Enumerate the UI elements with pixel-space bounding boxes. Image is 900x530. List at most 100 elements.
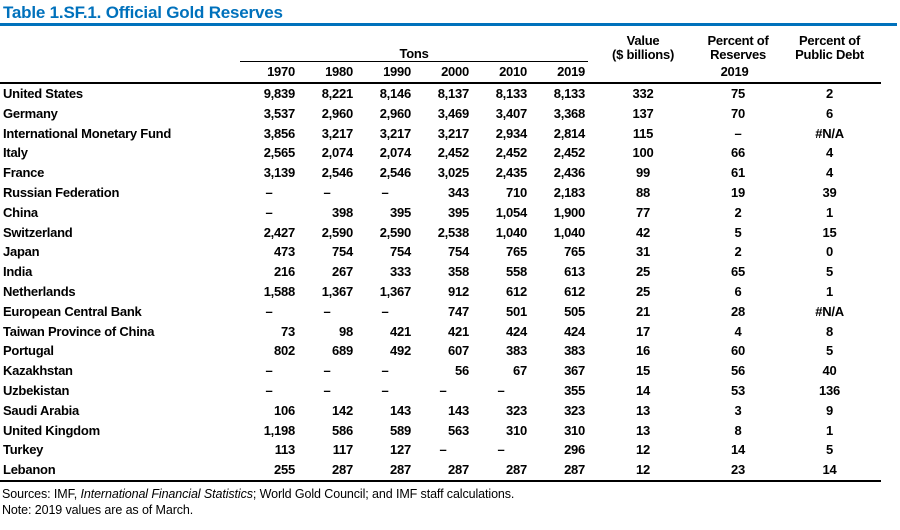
table-row: Russian Federation – – – 343 710 2,183 88 19 39 [0,183,881,203]
value-cell: – [323,303,331,319]
value-cell: 8 [826,323,834,339]
value-cell: – [265,363,273,379]
value-cell: 383 [506,343,527,359]
year-header-1970: 1970 [240,61,298,84]
value-cell: 2,436 [553,165,586,181]
value-cell: 100 [632,145,654,161]
value-cell: 8,137 [437,86,470,101]
value-cell: 2,565 [263,145,296,161]
value-cell: 5 [826,442,834,458]
row-label: Turkey [3,442,44,458]
value-cell: 1,054 [495,204,528,220]
value-cell: 40 [822,363,837,379]
percent-of-reserves-column-header: Percent of Reserves [698,28,778,62]
value-cell: 358 [448,264,469,280]
value-cell: 3,217 [321,125,354,141]
value-cell: 310 [564,422,586,438]
value-cell: 17 [636,323,651,339]
group-header-row: Tons Value ($ billions) Percent of Reserve… [0,28,881,62]
sources-suffix: ; World Gold Council; and IMF staff calc… [252,486,515,501]
table-row: Italy 2,565 2,074 2,074 2,452 2,452 2,452 100 66… [0,143,881,163]
table-row: Kazakhstan – – – 56 67 367 15 56 40 [0,361,881,381]
value-cell: 501 [506,303,527,319]
value-cell: 2,546 [321,165,354,181]
value-cell: 14 [636,382,651,398]
table-row: United States 9,839 8,221 8,146 8,137 8,133 8,… [0,83,881,104]
value-cell: 323 [564,402,586,418]
year-header-2010: 2010 [472,61,530,84]
value-cell: 2,590 [321,224,354,240]
value-cell: 56 [455,363,469,379]
value-cell: 492 [390,343,411,359]
row-label: United States [3,86,83,101]
value-cell: 323 [506,402,527,418]
value-cell: 754 [448,244,469,260]
value-cell: 1,900 [553,204,586,220]
row-label: Saudi Arabia [3,402,79,418]
value-cell: – [265,303,273,319]
percent-of-public-debt-column-header: Percent of Public Debt [778,28,881,62]
value-cell: 106 [274,402,295,418]
value-cell: 2,183 [553,184,586,200]
value-cell: 287 [298,460,356,482]
row-label: Germany [3,105,58,121]
table-row: Germany 3,537 2,960 2,960 3,469 3,407 3,368 137… [0,104,881,124]
table-row: China – 398 395 395 1,054 1,900 77 2 1 [0,203,881,223]
value-cell: 2,814 [553,125,586,141]
page-title: Table 1.SF.1. Official Gold Reserves [3,3,283,22]
value-cell: 9 [826,402,834,418]
value-cell: 39 [822,184,837,200]
value-header-line1: Value [626,32,660,48]
value-cell: 912 [448,283,469,299]
value-cell: 607 [448,343,469,359]
value-cell: 8,221 [321,86,354,101]
value-cell: 137 [632,105,654,121]
value-cell: 88 [636,184,651,200]
value-cell: – [265,382,273,398]
year-header-2000: 2000 [414,61,472,84]
row-label: Russian Federation [3,184,120,200]
pct-reserves-header-line2: Reserves [710,46,766,62]
value-cell: – [381,184,389,200]
value-cell: 355 [564,382,586,398]
value-cell: 589 [390,422,411,438]
value-cell: – [381,382,389,398]
table-row: Taiwan Province of China 73 98 421 421 424 424… [0,322,881,342]
value-cell: 287 [530,460,589,482]
value-cell: 398 [332,204,353,220]
value-cell: 3,368 [553,105,586,121]
value-cell: – [381,363,389,379]
row-label: Uzbekistan [3,382,70,398]
year-header-1980: 1980 [298,61,356,84]
year-header-1990: 1990 [356,61,414,84]
value-cell: 8,146 [379,86,412,101]
value-cell: 142 [332,402,353,418]
value-cell: 765 [564,244,586,260]
table-header: Tons Value ($ billions) Percent of Reserve… [0,28,882,84]
value-cell: 2 [734,244,742,260]
value-cell: 754 [390,244,411,260]
table-row: European Central Bank – – – 747 501 505 21 28 #N/… [0,302,881,322]
value-cell: 3,407 [495,105,528,121]
table-body: United States 9,839 8,221 8,146 8,137 8,133 8,… [0,83,882,482]
value-cell: 117 [332,442,353,458]
value-cell: 2,452 [553,145,586,161]
row-label: Japan [3,244,40,260]
value-cell: 1,198 [263,422,296,438]
value-cell: 747 [448,303,469,319]
sources-italic: International Financial Statistics [80,486,253,501]
name-column-spacer [0,61,240,84]
value-cell: 2,960 [379,105,412,121]
value-cell: 343 [448,184,469,200]
value-cell: 60 [731,343,746,359]
value-cell: 287 [414,460,472,482]
table-row: International Monetary Fund 3,856 3,217 3,2… [0,124,881,144]
value-cell: 802 [274,343,295,359]
row-label: Portugal [3,343,54,359]
value-cell: 2,538 [437,224,470,240]
value-cell: 9,839 [263,86,296,101]
value-cell: 115 [632,125,654,141]
right-group-subheader-2019: 2019 [588,61,882,84]
value-cell: 4 [826,145,834,161]
value-cell: 16 [636,343,651,359]
